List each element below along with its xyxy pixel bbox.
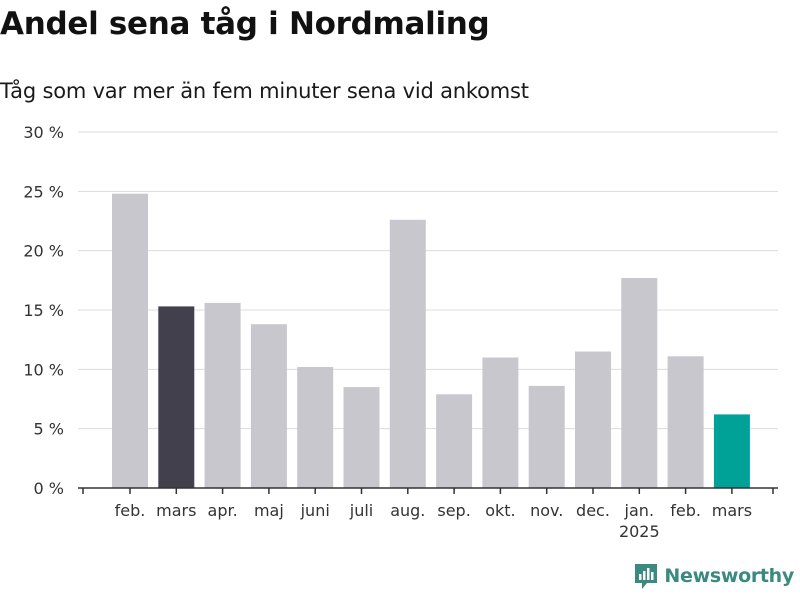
y-tick-label: 10 % — [23, 360, 64, 379]
grid-lines — [78, 131, 778, 430]
bar — [343, 387, 380, 488]
brand-name: Newsworthy — [664, 565, 794, 587]
x-tick-label: juni — [300, 501, 330, 520]
bar — [204, 302, 241, 488]
bar — [528, 385, 565, 488]
x-tick-label: okt. — [485, 501, 515, 520]
x-axis-labels: feb. mars apr. maj juni juli aug. sep. okt. nov. d… — [115, 501, 752, 541]
x-tick-label: nov. — [530, 501, 563, 520]
bar — [575, 351, 611, 488]
x-axis — [78, 487, 778, 494]
newsworthy-logo-icon — [635, 564, 658, 589]
y-tick-label: 25 % — [23, 182, 64, 201]
x-tick-label: maj — [254, 501, 284, 520]
bar — [112, 193, 148, 488]
newsworthy-logo: Newsworthy — [634, 562, 794, 590]
bar — [713, 414, 750, 488]
y-tick-label: 30 % — [23, 123, 64, 142]
chart-subtitle: Tåg som var mer än fem minuter sena vid … — [0, 79, 529, 103]
bar — [667, 356, 704, 488]
y-tick-label: 20 % — [23, 242, 64, 261]
bar — [250, 324, 287, 488]
y-tick-label: 0 % — [34, 479, 64, 498]
y-tick-label: 5 % — [34, 420, 64, 439]
bar — [621, 278, 658, 488]
x-tick-label: feb. — [670, 501, 701, 520]
x-tick-label: apr. — [208, 501, 238, 520]
bar — [297, 367, 334, 488]
bar — [482, 357, 519, 488]
x-tick-sublabel: 2025 — [619, 522, 660, 541]
y-tick-label: 15 % — [23, 301, 64, 320]
x-tick-label: jan. — [624, 501, 654, 520]
x-tick-label: aug. — [390, 501, 425, 520]
x-tick-label: feb. — [115, 501, 146, 520]
x-tick-label: dec. — [576, 501, 610, 520]
y-axis-labels: 0 % 5 % 10 % 15 % 20 % 25 % 30 % — [23, 123, 64, 498]
x-tick-label: juli — [349, 501, 373, 520]
chart-title: Andel sena tåg i Nordmaling — [0, 6, 490, 42]
bar — [436, 394, 473, 488]
x-tick-label: sep. — [437, 501, 470, 520]
bars — [112, 193, 750, 489]
bar — [158, 306, 195, 488]
x-tick-label: mars — [156, 501, 196, 520]
bar-chart: 0 % 5 % 10 % 15 % 20 % 25 % 30 % feb. mars apr. m… — [23, 123, 778, 541]
x-tick-label: mars — [712, 501, 752, 520]
bar — [389, 219, 426, 489]
